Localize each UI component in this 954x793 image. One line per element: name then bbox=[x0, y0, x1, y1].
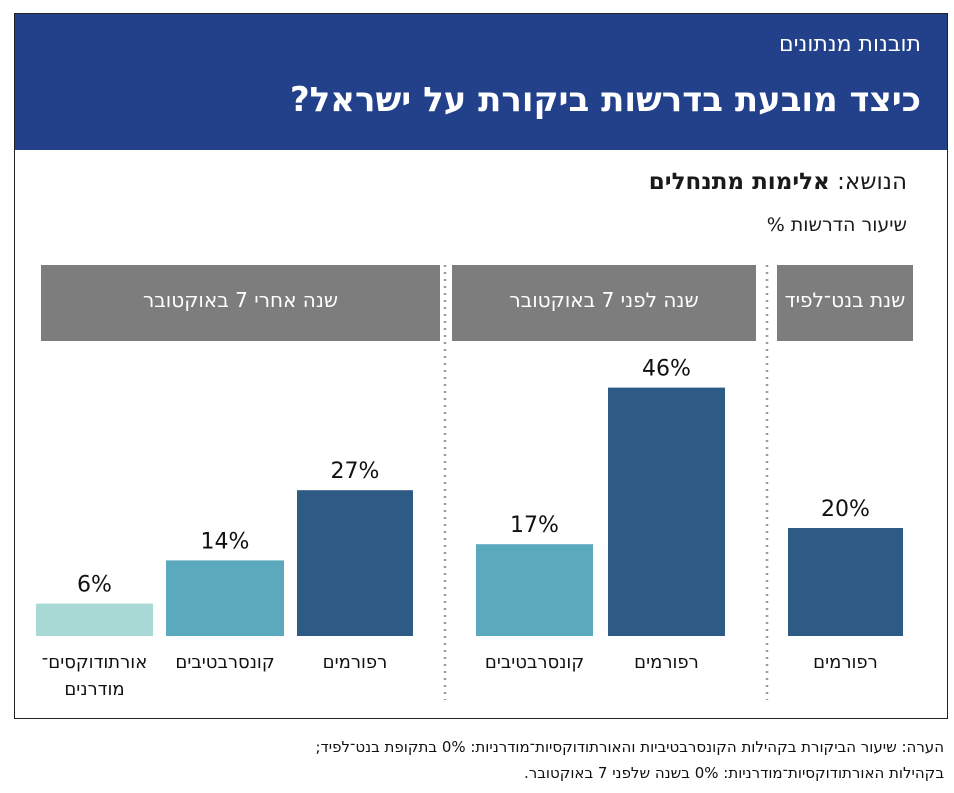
header-banner: תובנות מנתונים כיצד מובעת בדרשות ביקורת … bbox=[15, 14, 947, 150]
bar-value-label: 46% bbox=[642, 357, 691, 382]
panel-title-2: שנה לפני 7 באוקטובר bbox=[509, 288, 698, 312]
chart-title: כיצד מובעת בדרשות ביקורת על ישראל? bbox=[289, 80, 921, 120]
bar-3-1 bbox=[297, 490, 413, 636]
bar-value-label: 20% bbox=[821, 497, 870, 522]
bar-value-label: 17% bbox=[510, 513, 559, 538]
bar-value-label: 27% bbox=[331, 459, 380, 484]
bar-category-label: רפורמים bbox=[634, 652, 699, 673]
panel-header-1 bbox=[777, 265, 913, 341]
topic-value: אלימות מתנחלים bbox=[648, 169, 830, 195]
bar-chart: שנת בנט־לפיד 20% רפורמים שנה לפני 7 באוקטוב… bbox=[36, 265, 913, 700]
footnote-line-2: בקהילות האורתודוקסיות־מודרניות: 0% בשנה … bbox=[523, 764, 944, 782]
header-kicker: תובנות מנתונים bbox=[779, 32, 921, 57]
bar-category-label: קונסרבטיבים bbox=[175, 652, 274, 673]
bar-category-label: רפורמים bbox=[323, 652, 388, 673]
panel-header-2 bbox=[452, 265, 756, 341]
bar-category-label: מודרנים bbox=[64, 679, 124, 700]
bar-3-2 bbox=[166, 560, 284, 636]
bar-category-label: רפורמים bbox=[813, 652, 878, 673]
bar-value-label: 6% bbox=[77, 573, 112, 598]
topic-prefix: הנושא: bbox=[829, 169, 907, 195]
panel-title-3: שנה אחרי 7 באוקטובר bbox=[143, 288, 338, 312]
bar-2-1 bbox=[608, 387, 725, 636]
bar-1-1 bbox=[788, 528, 903, 636]
bar-value-label: 14% bbox=[201, 529, 250, 554]
bar-2-2 bbox=[476, 544, 593, 636]
bar-3-3 bbox=[36, 603, 153, 636]
panel-title-1: שנת בנט־לפיד bbox=[785, 288, 906, 312]
panel-header-3 bbox=[41, 265, 440, 341]
topic-line: הנושא: אלימות מתנחלים bbox=[649, 169, 907, 195]
bar-category-label: קונסרבטיבים bbox=[485, 652, 584, 673]
unit-label: שיעור הדרשות % bbox=[766, 214, 907, 236]
bar-category-label: אורתודוקסים־ bbox=[42, 652, 147, 673]
footnote-line-1: הערה: שיעור הביקורת בקהילות הקונסרבטיביו… bbox=[315, 738, 944, 756]
